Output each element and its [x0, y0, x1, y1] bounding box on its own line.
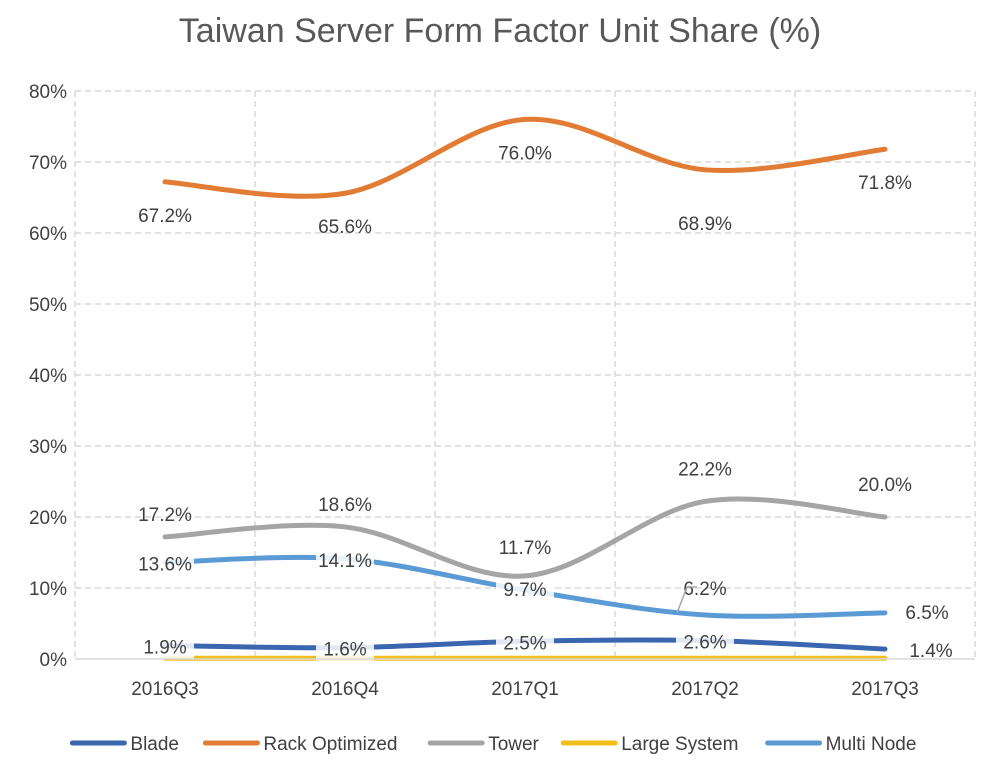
axis-layer: 0% 10% 20% 30% 40% 50% 60% 70% 80% 2016Q3 2016Q4 20… [29, 82, 975, 700]
data-point [343, 191, 347, 196]
data-label: 2.6% [683, 633, 726, 654]
data-label: 22.2% [678, 459, 732, 480]
legend-label-multi-node: Multi Node [826, 734, 917, 755]
legend-label-large-system: Large System [621, 734, 738, 755]
x-tick-label: 2016Q3 [131, 679, 199, 700]
data-label: 9.7% [503, 580, 546, 601]
data-label: 76.0% [498, 143, 552, 164]
chart-title: Taiwan Server Form Factor Unit Share (%) [178, 12, 822, 50]
data-point [523, 573, 527, 578]
data-label-bg [316, 638, 374, 661]
data-label-bg [316, 549, 374, 572]
legend-label-tower: Tower [488, 734, 539, 755]
data-label: 18.6% [318, 495, 372, 516]
data-point [343, 524, 347, 529]
data-label-bg [496, 579, 554, 602]
data-label: 11.7% [499, 538, 552, 559]
label-layer: 67.2% 65.6% 76.0% 68.9% 71.8% 17.2% 18.6% 11.7%… [136, 143, 953, 662]
data-point [883, 515, 887, 519]
data-label-bg [136, 553, 194, 576]
data-label: 1.6% [323, 640, 366, 661]
data-point [163, 179, 167, 184]
data-label: 20.0% [858, 475, 912, 496]
line-layer [162, 116, 888, 661]
legend-layer: Blade Rack Optimized Tower Large System Mult… [69, 734, 917, 755]
y-tick-label: 50% [29, 295, 67, 316]
x-tick-label: 2017Q3 [851, 679, 919, 700]
data-label: 68.9% [678, 214, 732, 235]
y-tick-label: 0% [40, 650, 68, 671]
data-label: 6.2% [683, 579, 726, 600]
data-label: 17.2% [138, 505, 192, 526]
y-tick-label: 30% [29, 437, 67, 458]
x-tick-label: 2017Q2 [671, 679, 739, 700]
data-point [883, 647, 887, 652]
data-point [883, 610, 887, 615]
y-tick-label: 20% [29, 508, 67, 529]
data-point [163, 534, 167, 539]
data-label: 2.5% [503, 633, 546, 654]
y-tick-label: 80% [29, 82, 67, 103]
leader-line [676, 586, 697, 614]
data-point [703, 167, 707, 172]
data-label: 67.2% [138, 206, 192, 227]
data-label: 65.6% [318, 217, 372, 238]
data-label: 14.1% [318, 551, 372, 572]
data-point [883, 147, 887, 152]
data-label: 71.8% [858, 173, 912, 194]
y-tick-label: 10% [29, 579, 67, 600]
data-label: 6.5% [905, 603, 948, 624]
x-tick-label: 2016Q4 [311, 679, 379, 700]
legend-label-rack-optimized: Rack Optimized [263, 734, 397, 755]
y-tick-label: 70% [29, 153, 67, 174]
data-point [703, 499, 707, 504]
data-label: 13.6% [138, 554, 192, 575]
y-tick-label: 60% [29, 224, 67, 245]
data-label: 1.4% [909, 641, 952, 662]
data-label-bg [676, 631, 734, 654]
data-point [523, 117, 527, 122]
legend-label-blade: Blade [130, 734, 179, 755]
data-label-bg [136, 636, 194, 659]
grid-layer [74, 90, 976, 659]
x-tick-label: 2017Q1 [491, 679, 559, 700]
data-label-bg [496, 632, 554, 655]
data-label: 1.9% [143, 638, 186, 659]
data-point [703, 612, 707, 617]
y-tick-label: 40% [29, 366, 67, 387]
